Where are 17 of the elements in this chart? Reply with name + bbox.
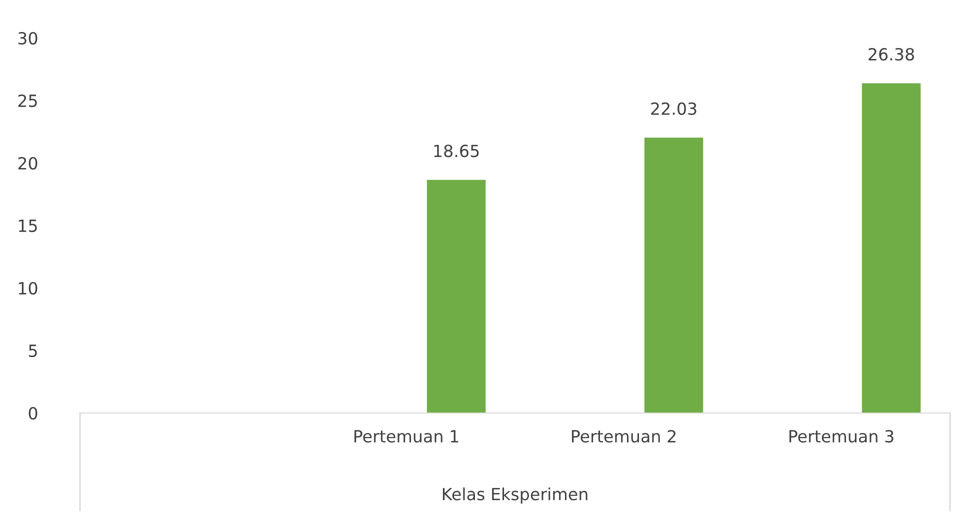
bar [862,83,921,413]
data-label: 18.65 [434,144,479,158]
y-tick-label: 25 [18,94,37,108]
y-tick-label: 0 [28,406,38,420]
x-tick-label: Pertemuan 1 [354,430,458,443]
y-tick-label: 20 [18,156,38,170]
x-tick-label: Pertemuan 2 [572,430,676,443]
bar [426,180,486,413]
data-label: 26.38 [868,48,914,61]
y-tick-label: 15 [18,220,37,232]
x-axis-title: Kelas Eksperimen [442,487,588,504]
data-label: 22.03 [651,102,696,115]
bar [644,138,704,413]
x-tick-label: Pertemuan 3 [789,430,894,443]
y-tick-label: 30 [18,32,38,45]
y-tick-label: 5 [29,344,37,358]
y-tick-label: 10 [18,282,38,295]
